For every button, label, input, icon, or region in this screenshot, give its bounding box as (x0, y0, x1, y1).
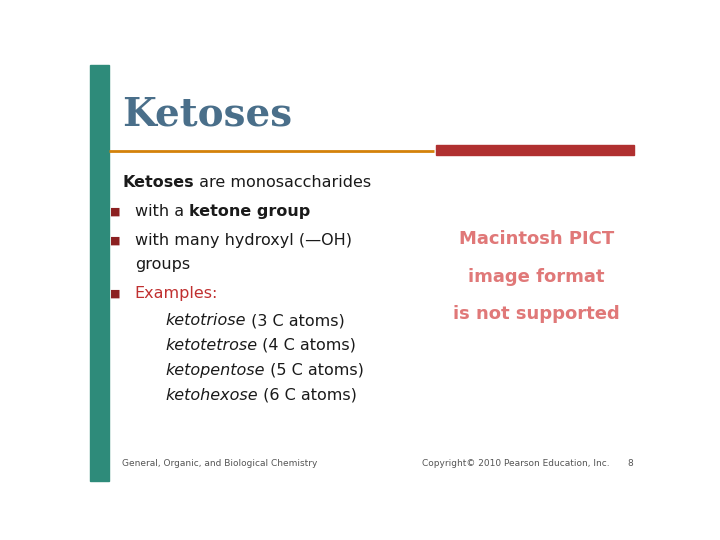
Text: with a: with a (135, 204, 189, 219)
Text: ketone group: ketone group (189, 204, 310, 219)
Text: Examples:: Examples: (135, 286, 218, 301)
Text: Ketoses: Ketoses (122, 174, 194, 190)
Text: ketotriose: ketotriose (166, 313, 246, 328)
Text: with many hydroxyl (—OH): with many hydroxyl (—OH) (135, 233, 351, 248)
Text: General, Organic, and Biological Chemistry: General, Organic, and Biological Chemist… (122, 460, 318, 469)
Text: is not supported: is not supported (453, 305, 620, 323)
Text: ■: ■ (110, 288, 121, 299)
Text: Copyright© 2010 Pearson Education, Inc.: Copyright© 2010 Pearson Education, Inc. (422, 460, 610, 469)
Text: ■: ■ (110, 206, 121, 216)
Text: (6 C atoms): (6 C atoms) (258, 388, 357, 403)
Bar (90, 65, 109, 481)
Text: ketopentose: ketopentose (166, 363, 265, 378)
Text: ketotetrose: ketotetrose (166, 338, 258, 353)
Text: 8: 8 (627, 460, 633, 469)
Text: groups: groups (135, 257, 190, 272)
Text: are monosaccharides: are monosaccharides (194, 174, 371, 190)
Text: (4 C atoms): (4 C atoms) (258, 338, 356, 353)
Text: ■: ■ (110, 235, 121, 245)
Text: Ketoses: Ketoses (122, 96, 292, 134)
Text: image format: image format (468, 268, 605, 286)
Bar (436, 145, 634, 156)
Text: (5 C atoms): (5 C atoms) (265, 363, 364, 378)
Text: ketohexose: ketohexose (166, 388, 258, 403)
Text: (3 C atoms): (3 C atoms) (246, 313, 345, 328)
Text: Macintosh PICT: Macintosh PICT (459, 231, 614, 248)
